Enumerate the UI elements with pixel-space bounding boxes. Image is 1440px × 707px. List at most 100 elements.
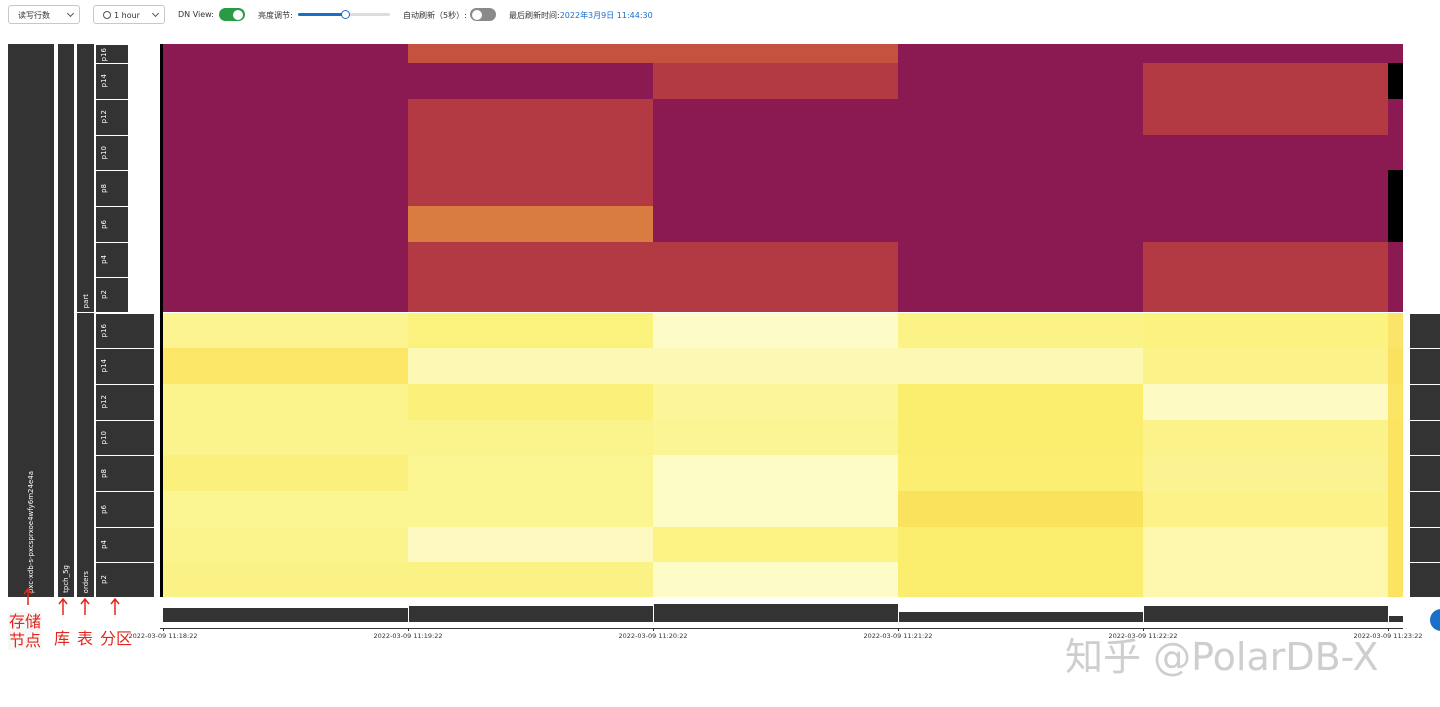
heatmap-cell[interactable] [163, 455, 408, 491]
heatmap-cell[interactable] [653, 277, 898, 312]
heatmap-cell[interactable] [1143, 44, 1388, 63]
heatmap-cell[interactable] [1143, 527, 1388, 562]
heatmap-cell[interactable] [898, 455, 1143, 491]
partition-block[interactable]: p12 [96, 384, 154, 420]
heatmap-cell[interactable] [653, 455, 898, 491]
heatmap-cell[interactable] [163, 63, 408, 99]
heatmap-cell[interactable] [163, 420, 408, 455]
heatmap-cell[interactable] [653, 99, 898, 135]
partition-block[interactable]: p12 [96, 99, 128, 135]
partition-block[interactable]: p4 [96, 527, 154, 562]
heatmap-cell[interactable] [653, 63, 898, 99]
brightness-slider[interactable] [298, 10, 390, 19]
heatmap-cell[interactable] [898, 527, 1143, 562]
heatmap-cell[interactable] [898, 44, 1143, 63]
heatmap-cell[interactable] [1143, 99, 1388, 135]
heatmap-cell[interactable] [1388, 135, 1403, 170]
partition-block[interactable]: p6 [96, 206, 128, 242]
heatmap-cell[interactable] [653, 491, 898, 527]
heatmap-cell[interactable] [163, 44, 408, 63]
heatmap-cell[interactable] [1388, 420, 1403, 455]
heatmap-cell[interactable] [1143, 384, 1388, 420]
heatmap-cell[interactable] [653, 313, 898, 348]
heatmap-cell[interactable] [653, 384, 898, 420]
heatmap-cell[interactable] [1388, 491, 1403, 527]
heatmap-cell[interactable] [408, 348, 653, 384]
heatmap-cell[interactable] [653, 348, 898, 384]
partition-block[interactable]: p16 [96, 44, 128, 63]
heatmap-cell[interactable] [1388, 562, 1403, 597]
heatmap-cell[interactable] [1143, 170, 1388, 206]
heatmap-cell[interactable] [1388, 63, 1403, 99]
heatmap-cell[interactable] [408, 44, 653, 63]
partition-block[interactable]: p8 [96, 455, 154, 491]
heatmap-cell[interactable] [653, 420, 898, 455]
heatmap-cell[interactable] [408, 99, 653, 135]
heatmap-cell[interactable] [1143, 63, 1388, 99]
heatmap-cell[interactable] [163, 313, 408, 348]
heatmap-cell[interactable] [653, 242, 898, 277]
heatmap-cell[interactable] [898, 206, 1143, 242]
table-block[interactable]: orders [77, 313, 94, 597]
partition-block[interactable]: p2 [96, 562, 154, 597]
heatmap-cell[interactable] [1388, 206, 1403, 242]
heatmap-cell[interactable] [408, 206, 653, 242]
heatmap-cell[interactable] [408, 420, 653, 455]
heatmap-cell[interactable] [163, 206, 408, 242]
node-block[interactable]: pxc-xdb-s-pxcsprxoe4wfy6m24e4a [8, 44, 54, 597]
metric-select[interactable]: 读写行数 [8, 5, 80, 24]
partition-block[interactable]: p10 [96, 420, 154, 455]
heatmap-cell[interactable] [408, 491, 653, 527]
heatmap-cell[interactable] [163, 491, 408, 527]
heatmap-cell[interactable] [1143, 562, 1388, 597]
heatmap-cell[interactable] [1143, 313, 1388, 348]
heatmap-cell[interactable] [163, 242, 408, 277]
heatmap-cell[interactable] [1143, 135, 1388, 170]
heatmap-cell[interactable] [1143, 242, 1388, 277]
heatmap-cell[interactable] [1143, 491, 1388, 527]
heatmap-cell[interactable] [163, 99, 408, 135]
heatmap-cell[interactable] [408, 170, 653, 206]
heatmap-cell[interactable] [1388, 99, 1403, 135]
heatmap-cell[interactable] [408, 313, 653, 348]
help-button[interactable] [1430, 609, 1440, 631]
dn-view-toggle[interactable] [219, 8, 245, 21]
heatmap-cell[interactable] [1388, 44, 1403, 63]
heatmap-cell[interactable] [653, 527, 898, 562]
database-block[interactable]: tpch_5g [58, 44, 74, 597]
heatmap-cell[interactable] [653, 562, 898, 597]
heatmap-cell[interactable] [898, 491, 1143, 527]
partition-block[interactable]: p14 [96, 348, 154, 384]
heatmap-cell[interactable] [408, 277, 653, 312]
heatmap-cell[interactable] [408, 562, 653, 597]
heatmap-cell[interactable] [1388, 455, 1403, 491]
heatmap-cell[interactable] [163, 384, 408, 420]
partition-block[interactable]: p4 [96, 242, 128, 277]
heatmap-cell[interactable] [1143, 348, 1388, 384]
heatmap-cell[interactable] [653, 135, 898, 170]
heatmap-cell[interactable] [898, 313, 1143, 348]
heatmap-cell[interactable] [1143, 206, 1388, 242]
heatmap-cell[interactable] [898, 384, 1143, 420]
heatmap-cell[interactable] [163, 135, 408, 170]
table-block[interactable]: part [77, 44, 94, 312]
heatmap-cell[interactable] [163, 170, 408, 206]
heatmap-cell[interactable] [163, 348, 408, 384]
heatmap-cell[interactable] [408, 63, 653, 99]
heatmap-cell[interactable] [408, 384, 653, 420]
heatmap-cell[interactable] [1388, 348, 1403, 384]
heatmap-cell[interactable] [1388, 277, 1403, 312]
heatmap-cell[interactable] [653, 170, 898, 206]
partition-block[interactable]: p10 [96, 135, 128, 170]
heatmap-cell[interactable] [408, 527, 653, 562]
heatmap-cell[interactable] [1388, 313, 1403, 348]
heatmap-cell[interactable] [898, 63, 1143, 99]
heatmap-cell[interactable] [1388, 242, 1403, 277]
auto-refresh-toggle[interactable] [470, 8, 496, 21]
time-select[interactable]: 1 hour [93, 5, 165, 24]
slider-handle[interactable] [341, 10, 350, 19]
partition-block[interactable]: p8 [96, 170, 128, 206]
heatmap-cell[interactable] [408, 242, 653, 277]
partition-block[interactable]: p16 [96, 313, 154, 348]
partition-block[interactable]: p6 [96, 491, 154, 527]
